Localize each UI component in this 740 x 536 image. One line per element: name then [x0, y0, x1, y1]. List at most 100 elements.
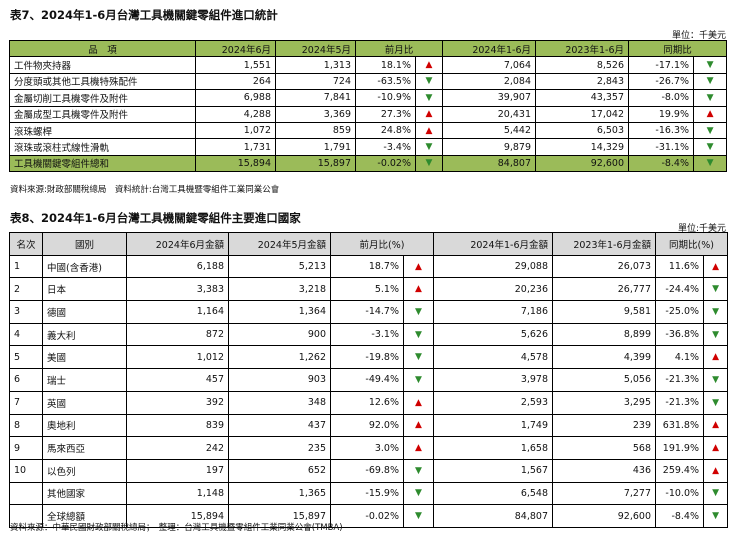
yoy-percent: 4.1% [655, 345, 705, 370]
up-triangle-icon: ▲ [402, 277, 435, 302]
value-jun: 3,383 [126, 277, 229, 302]
value-may: 859 [275, 121, 356, 140]
table8-header-h1-2024: 2024年1-6月金額 [433, 232, 554, 256]
up-triangle-icon: ▲ [703, 436, 729, 460]
rank: 6 [9, 368, 43, 392]
down-triangle-icon: ▼ [414, 154, 444, 173]
down-triangle-icon: ▼ [402, 458, 435, 483]
up-triangle-icon: ▲ [703, 458, 729, 483]
table7-header-yoy: 同期比 [628, 39, 728, 58]
value-may: 437 [228, 413, 331, 438]
mom-percent: -14.7% [330, 300, 404, 324]
value-h1-2024: 7,064 [442, 56, 537, 74]
table7-header-mom: 前月比 [354, 39, 444, 58]
down-triangle-icon: ▼ [703, 300, 729, 324]
table7-row: 工件物夾持器 1,551 1,313 18.1% ▲ 7,064 8,526 -17.1% ▼ [9, 56, 728, 74]
yoy-percent: -24.4% [655, 277, 705, 302]
value-h1-2024: 39,907 [442, 89, 537, 107]
country-name: 奧地利 [42, 413, 127, 438]
table8-header-h1-2023: 2023年1-6月金額 [552, 232, 657, 256]
down-triangle-icon: ▼ [414, 72, 444, 91]
value-jun: 264 [195, 72, 276, 91]
up-triangle-icon: ▲ [402, 390, 435, 415]
value-jun: 1,731 [195, 138, 276, 156]
country-name: 其他國家 [42, 481, 127, 506]
value-h1-2023: 43,357 [535, 89, 630, 107]
value-may: 15,897 [228, 504, 331, 528]
country-name: 馬來西亞 [42, 436, 127, 460]
value-jun: 839 [126, 413, 229, 438]
table8-header-rank: 名次 [9, 232, 43, 256]
table8-unit: 單位:千美元 [677, 224, 726, 234]
up-triangle-icon: ▲ [414, 121, 444, 140]
mom-percent: -49.4% [330, 368, 404, 392]
yoy-percent: -26.7% [628, 72, 695, 91]
yoy-percent: 11.6% [655, 254, 705, 279]
value-h1-2023: 5,056 [552, 368, 657, 392]
mom-percent: -10.9% [355, 89, 416, 107]
mom-percent: -69.8% [330, 458, 404, 483]
value-may: 1,364 [228, 300, 331, 324]
value-h1-2024: 5,626 [433, 322, 554, 347]
down-triangle-icon: ▼ [402, 345, 435, 370]
country-name: 美國 [42, 345, 127, 370]
value-h1-2024: 2,593 [433, 390, 554, 415]
yoy-percent: 631.8% [655, 413, 705, 438]
table7-header-jun: 2024年6月 [195, 39, 276, 58]
table7-row: 分度頭或其他工具機特殊配件 264 724 -63.5% ▼ 2,084 2,843 -26.… [9, 72, 728, 91]
value-h1-2024: 6,548 [433, 481, 554, 506]
value-h1-2024: 29,088 [433, 254, 554, 279]
value-h1-2023: 7,277 [552, 481, 657, 506]
value-h1-2024: 7,186 [433, 300, 554, 324]
value-jun: 15,894 [195, 154, 276, 173]
value-h1-2023: 8,526 [535, 56, 630, 74]
down-triangle-icon: ▼ [693, 138, 728, 156]
value-jun: 1,551 [195, 56, 276, 74]
table7-row: 滾珠或滾柱式線性滑軌 1,731 1,791 -3.4% ▼ 9,879 14,329 -31… [9, 138, 728, 156]
table7-caption: 表7、2024年1-6月台灣工具機關鍵零組件進口統計 [10, 8, 278, 22]
rank: 1 [9, 254, 43, 279]
value-jun: 242 [126, 436, 229, 460]
table8-row: 6 瑞士 457 903 -49.4% ▼ 3,978 5,056 -21.3% ▼ [9, 368, 729, 392]
table7-row: 滾珠螺桿 1,072 859 24.8% ▲ 5,442 6,503 -16.3% ▼ [9, 121, 728, 140]
value-h1-2023: 26,073 [552, 254, 657, 279]
value-may: 1,365 [228, 481, 331, 506]
value-h1-2023: 9,581 [552, 300, 657, 324]
item-name: 滾珠螺桿 [9, 121, 196, 140]
mom-percent: 5.1% [330, 277, 404, 302]
item-name: 金屬切削工具機零件及附件 [9, 89, 196, 107]
yoy-percent: -16.3% [628, 121, 695, 140]
table8-row: 9 馬來西亞 242 235 3.0% ▲ 1,658 568 191.9% ▲ [9, 436, 729, 460]
yoy-percent: -21.3% [655, 390, 705, 415]
mom-percent: -63.5% [355, 72, 416, 91]
down-triangle-icon: ▼ [703, 504, 729, 528]
table8-caption: 表8、2024年1-6月台灣工具機關鍵零組件主要進口國家 [10, 211, 301, 225]
down-triangle-icon: ▼ [402, 368, 435, 392]
item-name: 工件物夾持器 [9, 56, 196, 74]
table7-row: 金屬成型工具機零件及附件 4,288 3,369 27.3% ▲ 20,431 17,042… [9, 105, 728, 123]
value-jun: 15,894 [126, 504, 229, 528]
mom-percent: -3.1% [330, 322, 404, 347]
value-may: 15,897 [275, 154, 356, 173]
yoy-percent: -8.0% [628, 89, 695, 107]
value-h1-2024: 5,442 [442, 121, 537, 140]
table8-header-row: 名次 國別 2024年6月金額 2024年5月金額 前月比(%) 2024年1-… [9, 232, 729, 256]
table7-unit: 單位：千美元 [671, 31, 726, 41]
table8-source: 資料來源：中華民國財政部關稅總局； 整理：台灣工具機暨零組件工業同業公會(TMB… [10, 523, 343, 533]
country-name: 以色列 [42, 458, 127, 483]
value-h1-2024: 4,578 [433, 345, 554, 370]
value-h1-2024: 1,567 [433, 458, 554, 483]
country-name: 義大利 [42, 322, 127, 347]
yoy-percent: 19.9% [628, 105, 695, 123]
value-jun: 872 [126, 322, 229, 347]
value-may: 3,369 [275, 105, 356, 123]
value-h1-2024: 84,807 [442, 154, 537, 173]
down-triangle-icon: ▼ [693, 56, 728, 74]
table7-header-may: 2024年5月 [275, 39, 356, 58]
value-h1-2023: 436 [552, 458, 657, 483]
table8-header-may: 2024年5月金額 [228, 232, 331, 256]
value-jun: 1,148 [126, 481, 229, 506]
rank: 4 [9, 322, 43, 347]
table8-row: 3 德國 1,164 1,364 -14.7% ▼ 7,186 9,581 -25.0% ▼ [9, 300, 729, 324]
